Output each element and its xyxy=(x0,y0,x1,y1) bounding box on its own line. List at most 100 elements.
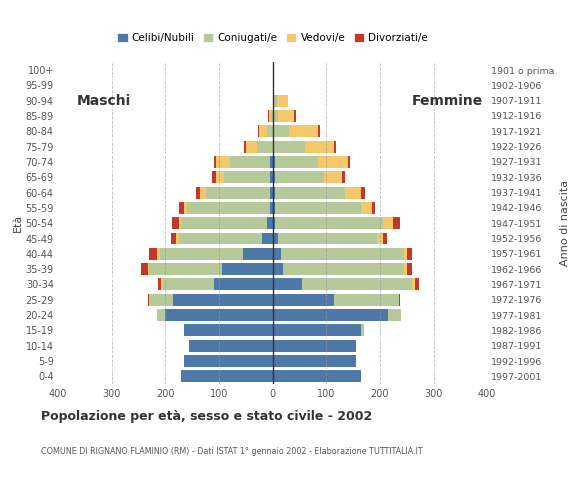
Bar xyxy=(222,263,273,275)
Bar xyxy=(161,278,162,290)
Bar xyxy=(407,248,412,260)
Bar xyxy=(273,278,302,290)
Y-axis label: Età: Età xyxy=(13,214,23,232)
Bar xyxy=(273,294,334,306)
Bar xyxy=(324,171,342,183)
Bar xyxy=(348,156,350,168)
Bar xyxy=(345,187,361,199)
Bar xyxy=(190,340,273,352)
Bar xyxy=(172,217,179,229)
Bar xyxy=(273,248,281,260)
Bar xyxy=(274,95,277,107)
Text: COMUNE DI RIGNANO FLAMINIO (RM) - Dati ISTAT 1° gennaio 2002 - Elaborazione TUTT: COMUNE DI RIGNANO FLAMINIO (RM) - Dati I… xyxy=(41,446,422,456)
Bar xyxy=(184,355,273,367)
Bar xyxy=(149,248,157,260)
Bar xyxy=(276,217,383,229)
Bar xyxy=(246,141,256,153)
Bar xyxy=(383,217,393,229)
Bar xyxy=(334,294,398,306)
Bar xyxy=(182,371,273,382)
Bar xyxy=(393,217,400,229)
Bar xyxy=(160,248,243,260)
Bar xyxy=(147,263,149,275)
Bar xyxy=(273,217,275,229)
Bar xyxy=(149,294,173,306)
Bar xyxy=(276,187,345,199)
Bar xyxy=(276,156,318,168)
Text: Popolazione per età, sesso e stato civile - 2002: Popolazione per età, sesso e stato civil… xyxy=(41,410,372,423)
Bar xyxy=(278,232,377,244)
Bar xyxy=(273,110,278,122)
Bar xyxy=(273,232,278,244)
Bar xyxy=(276,171,324,183)
Bar xyxy=(398,294,400,306)
Bar xyxy=(258,125,259,137)
Bar xyxy=(284,263,404,275)
Bar xyxy=(259,125,267,137)
Bar xyxy=(184,202,187,214)
Bar xyxy=(157,248,160,260)
Bar xyxy=(267,217,273,229)
Bar xyxy=(147,294,149,306)
Bar xyxy=(213,278,273,290)
Bar xyxy=(157,309,165,321)
Bar xyxy=(273,156,275,168)
Bar xyxy=(184,324,273,336)
Bar xyxy=(182,217,267,229)
Bar xyxy=(273,355,356,367)
Bar xyxy=(273,202,275,214)
Bar xyxy=(305,141,334,153)
Bar xyxy=(372,202,375,214)
Bar xyxy=(196,187,200,199)
Text: Maschi: Maschi xyxy=(77,94,131,108)
Bar xyxy=(271,110,273,122)
Bar xyxy=(173,294,273,306)
Bar xyxy=(318,156,348,168)
Bar xyxy=(383,232,387,244)
Bar xyxy=(149,263,222,275)
Bar xyxy=(179,232,262,244)
Bar xyxy=(270,156,273,168)
Bar xyxy=(216,171,224,183)
Bar xyxy=(361,187,365,199)
Bar xyxy=(216,156,230,168)
Bar xyxy=(412,278,415,290)
Bar xyxy=(187,202,270,214)
Bar xyxy=(200,187,205,199)
Bar xyxy=(270,187,273,199)
Legend: Celibi/Nubili, Coniugati/e, Vedovi/e, Divorziati/e: Celibi/Nubili, Coniugati/e, Vedovi/e, Di… xyxy=(113,29,432,48)
Bar xyxy=(377,232,383,244)
Bar xyxy=(273,263,284,275)
Bar xyxy=(270,202,273,214)
Bar xyxy=(278,110,294,122)
Bar xyxy=(213,156,216,168)
Bar xyxy=(302,278,412,290)
Bar xyxy=(162,278,213,290)
Bar xyxy=(268,110,269,122)
Bar xyxy=(273,340,356,352)
Bar xyxy=(262,232,273,244)
Bar xyxy=(273,187,275,199)
Bar xyxy=(273,371,361,382)
Bar xyxy=(273,95,274,107)
Bar xyxy=(361,324,364,336)
Bar xyxy=(342,171,345,183)
Bar xyxy=(230,156,270,168)
Bar xyxy=(179,217,182,229)
Bar xyxy=(276,202,361,214)
Bar xyxy=(141,263,147,275)
Text: Femmine: Femmine xyxy=(412,94,483,108)
Bar xyxy=(273,141,305,153)
Bar xyxy=(224,171,270,183)
Bar xyxy=(407,263,412,275)
Bar xyxy=(289,125,318,137)
Bar xyxy=(267,125,273,137)
Bar xyxy=(388,309,401,321)
Bar xyxy=(158,278,161,290)
Bar xyxy=(176,232,179,244)
Bar xyxy=(277,95,288,107)
Bar xyxy=(273,324,361,336)
Bar xyxy=(165,309,273,321)
Bar xyxy=(273,171,275,183)
Y-axis label: Anno di nascita: Anno di nascita xyxy=(560,180,570,266)
